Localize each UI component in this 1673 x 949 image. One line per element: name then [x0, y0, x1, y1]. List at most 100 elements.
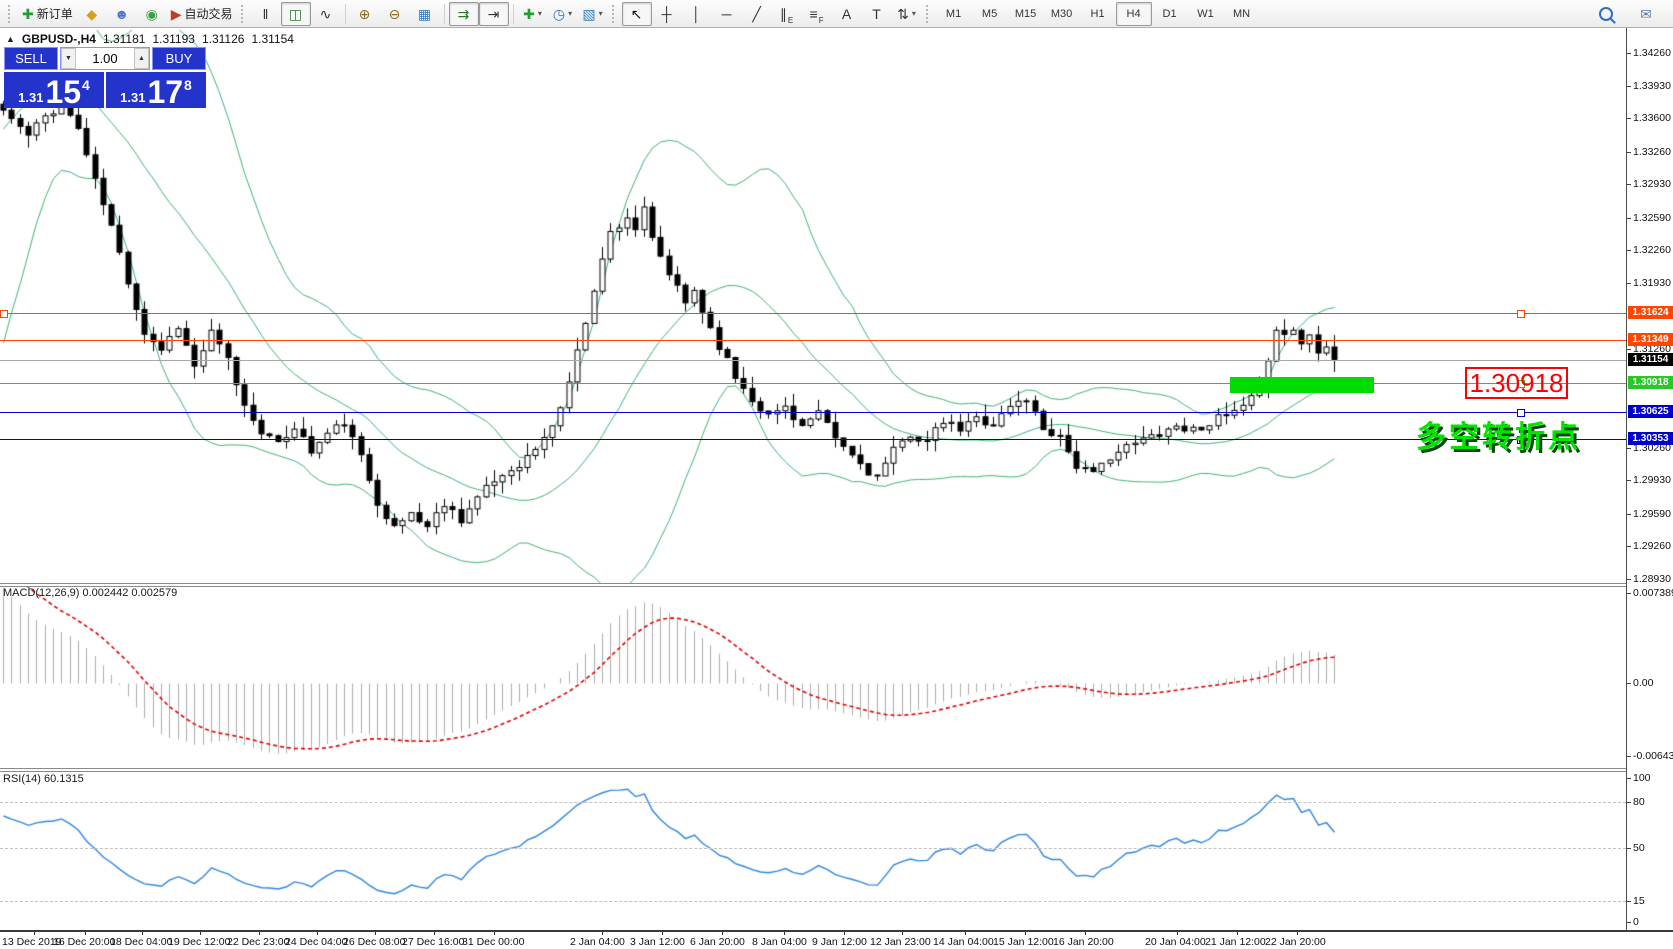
price-callout-box[interactable]: 1.30918: [1465, 367, 1568, 399]
sell-button[interactable]: SELL: [4, 47, 58, 70]
text-button[interactable]: A: [832, 2, 862, 26]
equidistant-channel-button[interactable]: ∥ E: [779, 5, 794, 25]
tf-m5-button[interactable]: M5: [981, 7, 998, 20]
templates-icon: ▧: [582, 5, 596, 22]
tf-w1-button[interactable]: W1: [1197, 7, 1214, 20]
time-tick-label: 20 Jan 04:00: [1145, 936, 1206, 948]
pane-separator-rsi[interactable]: [0, 768, 1673, 772]
tf-h1-button[interactable]: H1: [1090, 7, 1105, 20]
autotrade-button[interactable]: ▶ 自动交易: [170, 5, 233, 22]
price-axis[interactable]: 1.34260 1.33930 1.33600 1.33260 1.32930 1.325…: [1626, 28, 1673, 930]
price-line-1.30625[interactable]: [0, 412, 1626, 413]
price-line-1.30918[interactable]: [0, 383, 1626, 384]
turning-point-text[interactable]: 多空转折点: [1416, 421, 1581, 454]
zoom-out-button[interactable]: ⊖: [380, 2, 410, 26]
tf-mn-button[interactable]: MN: [1232, 7, 1251, 20]
templates-button[interactable]: ▧ ▾: [578, 2, 608, 26]
candlestick-chart-button[interactable]: ◫: [280, 1, 311, 26]
tf-m30-button[interactable]: M30: [1050, 7, 1073, 20]
new-order-button[interactable]: ✚ 新订单: [22, 5, 73, 22]
chat-button[interactable]: ✉: [1631, 2, 1661, 26]
line-anchor[interactable]: [1517, 409, 1525, 417]
cursor-button[interactable]: ↖: [621, 1, 652, 26]
chart-shift-button[interactable]: ⇥: [478, 1, 509, 26]
support-zone-rect[interactable]: [1230, 377, 1374, 393]
price-label-current-price: 1.31154: [1628, 353, 1673, 366]
periods-icon: ◷: [552, 5, 566, 22]
arrows-button[interactable]: ⇅ ▾: [892, 2, 922, 26]
time-tick-label: 6 Jan 20:00: [690, 936, 745, 948]
crosshair-button[interactable]: ┼: [652, 2, 682, 26]
chart-canvas[interactable]: [0, 28, 1626, 930]
panel-collapse-arrow[interactable]: ▲: [6, 34, 15, 44]
symbol-info: ▲ GBPUSD-,H4 1.31181 1.31193 1.31126 1.3…: [6, 32, 294, 46]
bar-chart-button[interactable]: ‖: [251, 2, 281, 26]
price-line-1.31349[interactable]: [0, 340, 1626, 341]
search-button[interactable]: [1591, 2, 1621, 26]
signals-icon: ◉: [145, 5, 158, 22]
volume-decrease-button[interactable]: ▼: [61, 48, 76, 69]
time-tick-label: 3 Jan 12:00: [630, 936, 685, 948]
price-tick-label: 1.33930: [1627, 79, 1671, 92]
volume-input[interactable]: [76, 48, 134, 69]
price-line-1.30353[interactable]: [0, 439, 1626, 440]
time-tick-label: 27 Dec 16:00: [402, 936, 465, 948]
time-tick-label: 31 Dec 00:00: [462, 936, 525, 948]
open-value: 1.31181: [102, 32, 146, 46]
price-tick-label: 1.32260: [1627, 244, 1671, 257]
price-tick-label: 1.33260: [1627, 145, 1671, 158]
volume-increase-button[interactable]: ▲: [134, 48, 149, 69]
chevron-down-icon: ▾: [911, 9, 916, 18]
horizontal-line-button[interactable]: ─: [712, 2, 742, 26]
line-anchor[interactable]: [1517, 310, 1525, 318]
auto-scroll-button[interactable]: ⇉: [448, 1, 479, 26]
tf-m15-button[interactable]: M15: [1014, 7, 1037, 20]
tf-m1-button[interactable]: M1: [945, 7, 962, 20]
chevron-down-icon: ▾: [568, 9, 573, 18]
macd-indicator-label: MACD(12,26,9) 0.002442 0.002579: [3, 587, 178, 599]
signals-button[interactable]: ◉: [137, 2, 167, 26]
line-chart-button[interactable]: ∿: [311, 2, 341, 26]
buy-price[interactable]: 1.31 17 8: [106, 72, 206, 108]
buy-button[interactable]: BUY: [152, 47, 206, 70]
time-tick-label: 12 Jan 23:00: [870, 936, 931, 948]
tf-h4-button[interactable]: H4: [1115, 1, 1152, 26]
trendline-button[interactable]: ╱: [742, 2, 772, 26]
profiles-button[interactable]: ◆: [77, 2, 107, 26]
community-button[interactable]: ☻: [107, 2, 137, 26]
fibonacci-button[interactable]: ≡ F: [809, 5, 824, 25]
line-chart-icon: ∿: [319, 5, 332, 22]
price-tick-label: 1.31260: [1627, 343, 1671, 356]
buy-price-big: 17: [147, 74, 184, 110]
periods-button[interactable]: ◷ ▾: [548, 2, 578, 26]
time-axis[interactable]: 13 Dec 2019 16 Dec 20:00 18 Dec 04:00 19 De…: [0, 930, 1673, 949]
chart-window: ▲ GBPUSD-,H4 1.31181 1.31193 1.31126 1.3…: [0, 28, 1673, 949]
zoom-in-icon: ⊕: [358, 5, 371, 22]
price-line-1.31154[interactable]: [0, 360, 1626, 361]
indicators-icon: ✚: [523, 5, 535, 22]
indicators-button[interactable]: ✚ ▾: [518, 2, 548, 26]
vertical-line-button[interactable]: │: [682, 2, 712, 26]
line-anchor[interactable]: [1517, 380, 1525, 388]
line-anchor[interactable]: [1517, 436, 1525, 444]
rsi-tick-label: 80: [1627, 796, 1645, 808]
profiles-icon: ◆: [86, 5, 98, 22]
line-anchor[interactable]: [0, 310, 8, 318]
sell-price[interactable]: 1.31 15 4: [4, 72, 104, 108]
price-tick-label: 1.29930: [1627, 474, 1671, 487]
horizontal-line-icon: ─: [721, 5, 732, 22]
price-label-resistance: 1.31624: [1628, 306, 1673, 319]
rsi-tick-label: 15: [1627, 895, 1645, 907]
tile-windows-button[interactable]: ▦: [410, 2, 440, 26]
price-line-1.31624[interactable]: [0, 313, 1626, 314]
pane-separator-macd[interactable]: [0, 583, 1673, 587]
rsi-level-15: [0, 901, 1626, 902]
chevron-down-icon: ▾: [537, 9, 542, 18]
buy-price-sup: 8: [184, 77, 192, 93]
sell-price-big: 15: [45, 74, 82, 110]
zoom-in-button[interactable]: ⊕: [350, 2, 380, 26]
tf-d1-button[interactable]: D1: [1162, 7, 1177, 20]
low-value: 1.31126: [201, 32, 245, 46]
text-label-button[interactable]: T: [862, 2, 892, 26]
toolbar: ✚ 新订单 ◆ ☻ ◉ ▶ 自动交易 ‖ ◫ ∿ ⊕ ⊖ ▦ ⇉ ⇥ ✚ ▾ ◷ ▾ ▧ ▾ ↖ ┼ │ ─ ╱ ∥ E ≡ F A T ⇅ ▾ M…: [0, 0, 1673, 28]
